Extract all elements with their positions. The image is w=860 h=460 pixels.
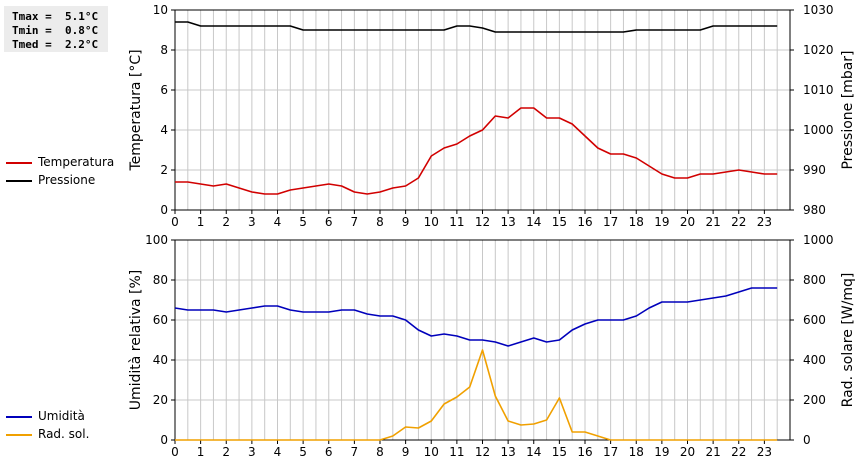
chart2-y-right-tick-label: 0 [803,433,811,447]
chart2-y-right-tick-label: 200 [803,393,826,407]
chart1-y-left-tick-label: 10 [153,3,168,17]
legend-label-temperatura: Temperatura [38,155,115,169]
chart2-x-tick-label: 5 [299,445,307,459]
chart1-x-tick-label: 18 [629,215,644,229]
chart2-y-right-tick-label: 800 [803,273,826,287]
chart2-y-right-tick-label: 400 [803,353,826,367]
chart1-x-tick-label: 17 [603,215,618,229]
chart2-y-right-title: Rad. solare [W/mq] [840,273,856,408]
chart2-x-tick-label: 10 [424,445,439,459]
chart1-x-tick-label: 21 [705,215,720,229]
chart1-x-tick-label: 7 [351,215,359,229]
chart2-x-tick-label: 6 [325,445,333,459]
chart1-y-right-tick-label: 1010 [803,83,834,97]
chart2-x-tick-label: 12 [475,445,490,459]
chart2-y-right-tick-label: 1000 [803,233,834,247]
chart1-x-tick-label: 0 [171,215,179,229]
legend-label-umidita: Umidità [38,409,85,423]
chart2-x-tick-label: 17 [603,445,618,459]
stats-box: Tmax = 5.1°C Tmin = 0.8°C Tmed = 2.2°C [4,6,108,52]
chart1-x-tick-label: 11 [449,215,464,229]
stat-tmax: Tmax = 5.1°C [12,10,99,23]
chart1-y-right-title: Pressione [mbar] [840,50,856,169]
chart2-x-tick-label: 3 [248,445,256,459]
chart2-x-tick-label: 13 [500,445,515,459]
legend-label-pressione: Pressione [38,173,96,187]
chart1-y-left-tick-label: 4 [160,123,168,137]
chart1-x-tick-label: 13 [500,215,515,229]
chart2-y-left-tick-label: 100 [145,233,168,247]
chart1-x-tick-label: 6 [325,215,333,229]
chart2-x-tick-label: 7 [351,445,359,459]
chart1-x-tick-label: 14 [526,215,541,229]
chart1-x-tick-label: 3 [248,215,256,229]
chart1-x-tick-label: 12 [475,215,490,229]
chart2-y-left-tick-label: 0 [160,433,168,447]
stat-tmed: Tmed = 2.2°C [12,38,99,51]
chart2-x-tick-label: 16 [577,445,592,459]
chart1-y-left-tick-label: 6 [160,83,168,97]
chart1-x-tick-label: 19 [654,215,669,229]
chart1-x-tick-label: 8 [376,215,384,229]
chart2-x-tick-label: 22 [731,445,746,459]
chart2-x-tick-label: 0 [171,445,179,459]
chart2-y-left-tick-label: 40 [153,353,168,367]
chart2-x-tick-label: 9 [402,445,410,459]
chart2-x-tick-label: 4 [274,445,282,459]
chart1-y-left-tick-label: 8 [160,43,168,57]
chart2-y-right-tick-label: 600 [803,313,826,327]
chart1-x-tick-label: 22 [731,215,746,229]
chart1-x-tick-label: 5 [299,215,307,229]
chart1-y-left-title: Temperatura [°C] [128,49,144,171]
chart2-x-tick-label: 2 [222,445,230,459]
chart1-y-right-tick-label: 1020 [803,43,834,57]
chart2-x-tick-label: 15 [552,445,567,459]
chart1-y-left-tick-label: 0 [160,203,168,217]
chart1-x-tick-label: 9 [402,215,410,229]
chart1-y-right-tick-label: 1030 [803,3,834,17]
legend-label-radsol: Rad. sol. [38,427,90,441]
chart2-y-left-tick-label: 60 [153,313,168,327]
chart2-x-tick-label: 8 [376,445,384,459]
chart2-x-tick-label: 19 [654,445,669,459]
stat-tmin: Tmin = 0.8°C [12,24,99,37]
chart2-x-tick-label: 14 [526,445,541,459]
chart2-series-rad-sol [175,349,778,441]
chart2-x-tick-label: 1 [197,445,205,459]
chart2-x-tick-label: 20 [680,445,695,459]
chart1-x-tick-label: 1 [197,215,205,229]
chart1-series-temperatura [175,107,778,195]
chart2-x-tick-label: 11 [449,445,464,459]
chart1-x-tick-label: 15 [552,215,567,229]
chart1-y-left-tick-label: 2 [160,163,168,177]
legend-swatch-umidita [6,416,32,418]
chart1-y-right-tick-label: 990 [803,163,826,177]
chart1-y-right-tick-label: 1000 [803,123,834,137]
legend-swatch-radsol [6,434,32,436]
chart1-y-right-tick-label: 980 [803,203,826,217]
chart1-x-tick-label: 16 [577,215,592,229]
chart1-x-tick-label: 23 [757,215,772,229]
chart2-series-umidit [174,287,778,347]
chart1-series-pressione [175,21,778,33]
chart2-x-tick-label: 23 [757,445,772,459]
chart2-x-tick-label: 18 [629,445,644,459]
legend-swatch-pressione [6,180,32,182]
chart1-x-tick-label: 20 [680,215,695,229]
chart1-x-tick-label: 4 [274,215,282,229]
chart2-y-left-tick-label: 80 [153,273,168,287]
legend-swatch-temperatura [6,162,32,164]
chart2-y-left-title: Umidità relativa [%] [128,270,144,411]
chart2-x-tick-label: 21 [705,445,720,459]
chart1-x-tick-label: 2 [222,215,230,229]
chart1-x-tick-label: 10 [424,215,439,229]
chart2-y-left-tick-label: 20 [153,393,168,407]
